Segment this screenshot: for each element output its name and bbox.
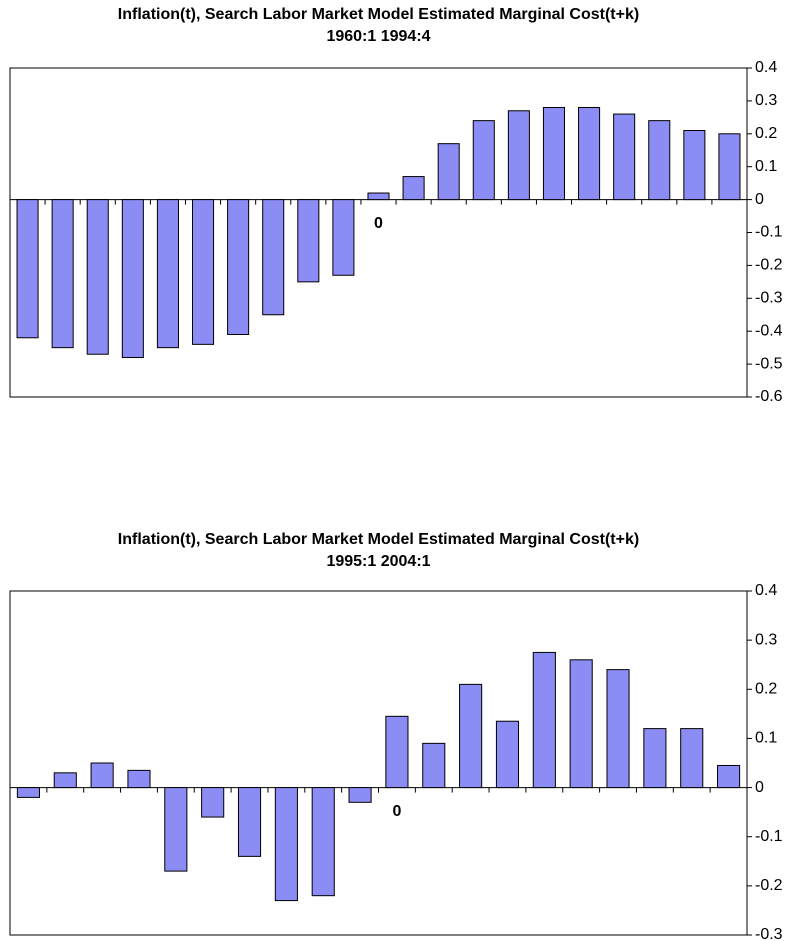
bar [683, 130, 706, 201]
bar [164, 787, 188, 872]
y-tick-label: 0.3 [755, 92, 777, 109]
bar [86, 199, 109, 355]
chart-title: Inflation(t), Search Labor Market Model … [118, 531, 639, 548]
bar [51, 199, 74, 349]
bar [569, 659, 593, 789]
y-tick-label: -0.2 [755, 257, 783, 274]
bar [262, 199, 285, 316]
bar [643, 728, 667, 789]
bar [606, 669, 630, 789]
y-tick-label: -0.4 [755, 322, 783, 339]
bar [201, 787, 225, 818]
bar [459, 683, 483, 789]
bar [274, 787, 298, 902]
y-tick-label: -0.3 [755, 926, 783, 941]
bar [402, 176, 425, 201]
bar [227, 199, 250, 335]
plot-frame [9, 67, 748, 398]
bar [472, 120, 495, 201]
bar [495, 720, 520, 789]
y-tick-label: -0.5 [755, 355, 783, 372]
bar [90, 762, 114, 789]
y-tick-label: -0.1 [755, 828, 783, 845]
bar [348, 787, 372, 803]
bar [121, 199, 144, 359]
chart-subtitle: 1995:1 2004:1 [326, 553, 430, 570]
y-tick-label: 0.4 [755, 59, 777, 76]
bar [237, 787, 262, 857]
bar [332, 199, 355, 276]
bar [422, 742, 446, 789]
bar [613, 113, 636, 201]
bar [53, 772, 77, 789]
y-tick-label: 0 [755, 191, 764, 208]
plot-frame [9, 590, 748, 936]
y-tick-label: 0.1 [755, 158, 777, 175]
y-tick-label: 0.2 [755, 125, 777, 142]
chart-subtitle: 1960:1 1994:4 [326, 28, 430, 45]
bar [578, 106, 601, 201]
bar [127, 769, 151, 789]
bar [680, 728, 704, 789]
bar [311, 787, 335, 897]
bar [532, 651, 556, 789]
x-tick-label: 0 [392, 803, 401, 820]
bar [191, 199, 215, 345]
bar [542, 106, 566, 201]
chart-title: Inflation(t), Search Labor Market Model … [118, 6, 639, 23]
y-tick-label: 0.2 [755, 681, 777, 698]
x-tick-label: 0 [374, 215, 383, 232]
bar [437, 143, 460, 201]
bar [16, 199, 39, 339]
y-tick-label: -0.2 [755, 877, 783, 894]
y-tick-label: 0.1 [755, 730, 777, 747]
y-tick-label: 0.3 [755, 631, 777, 648]
bar [648, 120, 671, 201]
bar [507, 110, 530, 201]
y-tick-label: -0.6 [755, 388, 783, 405]
bar [385, 715, 409, 789]
y-tick-label: -0.1 [755, 224, 783, 241]
bar [156, 199, 179, 349]
bar [717, 764, 741, 789]
y-tick-label: -0.3 [755, 290, 783, 307]
bar [367, 192, 390, 201]
y-tick-label: 0 [755, 779, 764, 796]
bar [16, 787, 40, 798]
y-tick-label: 0.4 [755, 582, 777, 599]
bar [297, 199, 320, 283]
bar [718, 133, 741, 201]
